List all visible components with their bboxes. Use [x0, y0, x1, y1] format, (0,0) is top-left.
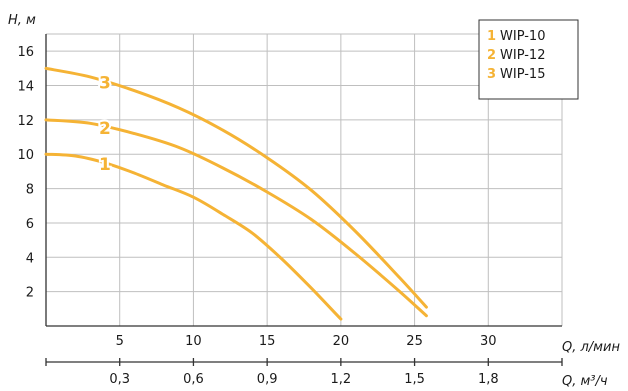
y-tick-label-0: 2: [26, 286, 34, 301]
y-tick-label-7: 16: [17, 45, 34, 60]
x-tick-label-4: 25: [406, 334, 423, 349]
legend: 1 WIP-10 2 WIP-12 3 WIP-15: [478, 19, 579, 100]
y-tick-label-6: 14: [17, 80, 34, 95]
curve-label-1: 1: [99, 155, 111, 175]
legend-number-2: 2: [487, 48, 496, 63]
x-tick-label-5: 30: [480, 334, 497, 349]
x2-tick-label-5: 1,8: [478, 372, 499, 387]
curve-labels: 1 2 3: [97, 72, 113, 177]
legend-number-1: 1: [487, 29, 496, 44]
curves: [44, 66, 428, 321]
y-tick-label-5: 12: [17, 114, 34, 129]
x-tick-label-2: 15: [259, 334, 276, 349]
legend-name-2: WIP-12: [500, 48, 545, 63]
curve-2: [44, 118, 428, 318]
x2-axis-title: Q, м³/ч: [562, 374, 608, 389]
legend-number-3: 3: [487, 67, 496, 82]
curve-1: [44, 152, 343, 321]
x-tick-label-0: 5: [116, 334, 124, 349]
y-axis-title: H, м: [8, 13, 36, 28]
x-tick-label-1: 10: [185, 334, 202, 349]
x2-tick-label-4: 1,5: [404, 372, 425, 387]
y-tick-label-1: 4: [26, 251, 34, 266]
x2-tick-label-1: 0,6: [183, 372, 204, 387]
curve-label-2: 2: [99, 119, 111, 139]
curve-3: [44, 66, 428, 309]
legend-name-3: WIP-15: [500, 67, 545, 82]
legend-box: [478, 19, 579, 100]
axes: [45, 34, 563, 366]
legend-name-1: WIP-10: [500, 29, 545, 44]
x2-tick-label-0: 0,3: [109, 372, 130, 387]
x-axis-title: Q, л/мин: [562, 340, 620, 355]
x-tick-label-3: 20: [333, 334, 350, 349]
y-tick-label-4: 10: [17, 148, 34, 163]
x2-tick-label-3: 1,2: [331, 372, 352, 387]
x2-tick-label-2: 0,9: [257, 372, 278, 387]
y-tick-label-3: 8: [26, 183, 34, 198]
y-tick-label-2: 6: [26, 217, 34, 232]
curve-label-3: 3: [99, 74, 111, 94]
